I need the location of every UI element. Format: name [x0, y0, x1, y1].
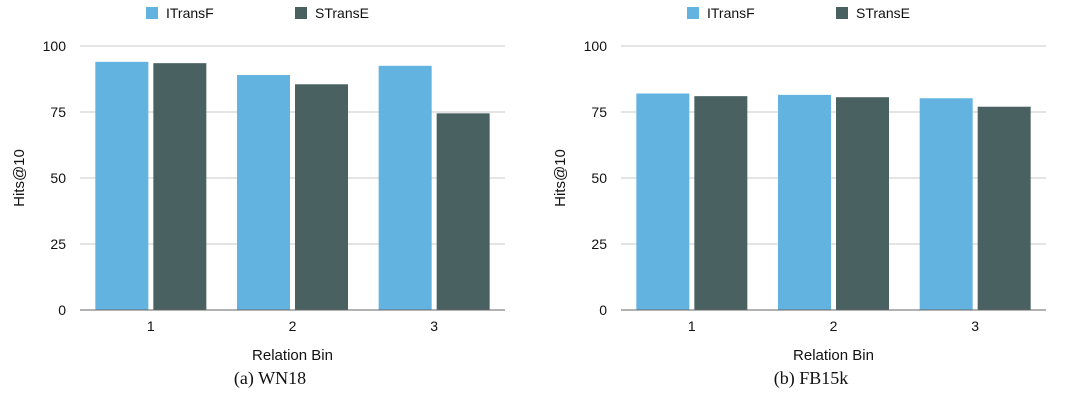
y-axis-label: Hits@10	[552, 149, 569, 207]
y-tick-label: 0	[599, 302, 607, 318]
bar	[836, 97, 889, 310]
x-tick-label: 3	[430, 318, 438, 334]
y-axis-label: Hits@10	[11, 149, 28, 207]
y-tick-label: 25	[591, 236, 607, 252]
bar	[919, 98, 973, 310]
legend-label: ITransF	[166, 5, 214, 21]
y-tick-label: 0	[58, 302, 66, 318]
y-tick-label: 50	[50, 170, 66, 186]
y-tick-label: 100	[584, 38, 608, 54]
chart-panel-fb15k: 0 25 50 75 100 1 2 3 Relation Bin Hits@10 ITransF S…	[541, 0, 1081, 407]
y-tick-label: 75	[50, 104, 66, 120]
bar	[295, 84, 348, 310]
legend-swatch	[836, 7, 848, 19]
y-tick-label: 75	[591, 104, 607, 120]
legend-swatch	[146, 7, 158, 19]
bar	[378, 65, 432, 310]
bar	[95, 61, 149, 311]
bar	[636, 93, 690, 311]
legend-swatch	[687, 7, 699, 19]
y-tick-label: 50	[591, 170, 607, 186]
x-axis-label: Relation Bin	[793, 347, 874, 364]
x-tick-label: 2	[289, 318, 297, 334]
x-tick-label: 2	[830, 318, 838, 334]
bar	[436, 113, 490, 310]
legend-swatch	[295, 7, 307, 19]
chart-caption: (b) FB15k	[773, 368, 849, 388]
legend-label: STransE	[856, 5, 910, 21]
x-tick-label: 1	[147, 318, 155, 334]
bar-chart-wn18: 0 25 50 75 100 1 2 3 Relation Bin Hits@10 ITransF S…	[11, 5, 505, 364]
bar	[778, 94, 831, 310]
bar-chart-fb15k: 0 25 50 75 100 1 2 3 Relation Bin Hits@10 ITransF S…	[552, 5, 1046, 364]
x-axis-label: Relation Bin	[252, 347, 333, 364]
legend-label: ITransF	[707, 5, 755, 21]
chart-caption: (a) WN18	[233, 368, 307, 388]
bar	[237, 75, 290, 310]
bar	[977, 106, 1031, 310]
legend-label: STransE	[315, 5, 369, 21]
x-tick-label: 1	[688, 318, 696, 334]
y-tick-label: 100	[43, 38, 67, 54]
bar	[694, 96, 748, 310]
x-tick-label: 3	[971, 318, 979, 334]
chart-panel-wn18: 0 25 50 75 100 1 2 3 Relation Bin Hits@10 ITransF S…	[0, 0, 540, 407]
bar	[153, 63, 207, 310]
y-tick-label: 25	[50, 236, 66, 252]
